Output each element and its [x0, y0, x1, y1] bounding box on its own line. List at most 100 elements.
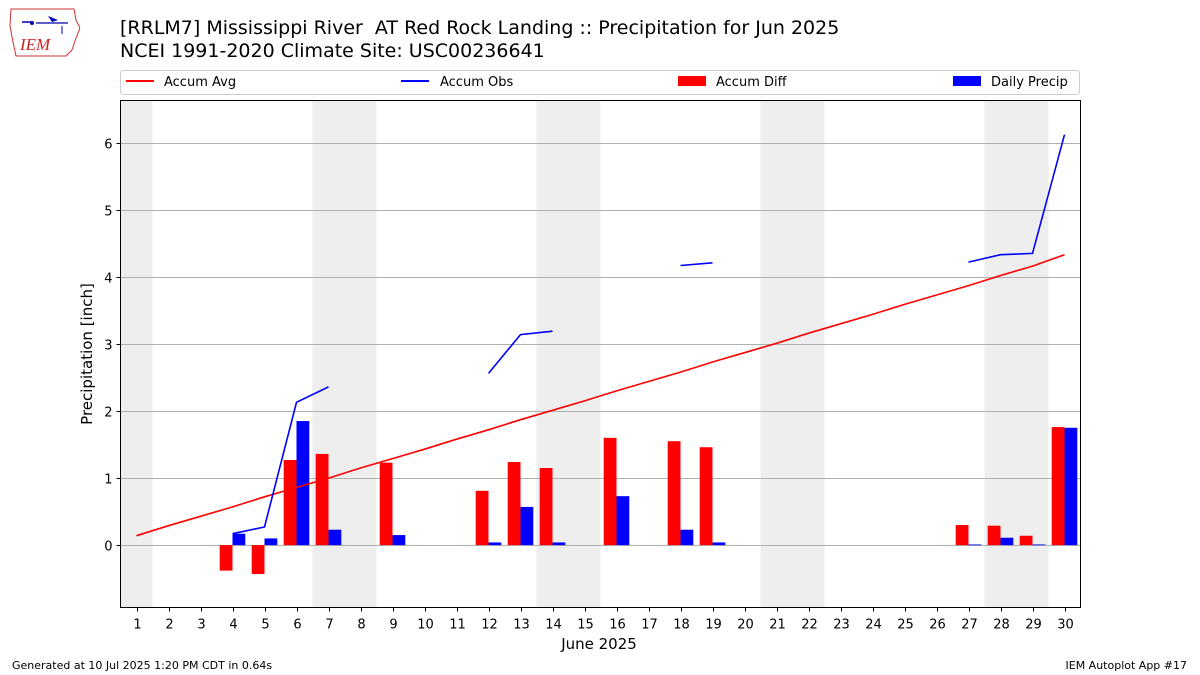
daily-bar — [1000, 537, 1014, 546]
x-tick-label: 21 — [769, 618, 786, 633]
x-tick-label: 23 — [833, 618, 850, 633]
legend-box — [120, 70, 1080, 95]
daily-bar — [1032, 544, 1046, 546]
lines — [136, 134, 1066, 537]
y-tick-label: 1 — [104, 473, 112, 488]
y-tick-label: 4 — [104, 272, 112, 287]
daily-bar — [968, 544, 982, 546]
y-tick-label: 0 — [104, 540, 112, 555]
weekend-band — [1016, 100, 1049, 608]
x-tick-label: 2 — [165, 618, 173, 633]
iowa-map-icon: IEM — [9, 8, 81, 57]
weekend-band — [984, 100, 1017, 608]
chart-subtitle: NCEI 1991-2020 Climate Site: USC00236641 — [120, 40, 545, 62]
x-tick-label: 19 — [705, 618, 722, 633]
x-tick-label: 6 — [293, 618, 301, 633]
diff-bar — [1019, 535, 1033, 546]
daily-bar — [680, 529, 694, 546]
daily-bar — [712, 542, 726, 546]
x-tick-label: 18 — [673, 618, 690, 633]
diff-bar — [315, 453, 329, 546]
grid-lines — [120, 143, 1081, 546]
diff-bar — [699, 447, 713, 546]
x-tick-label: 9 — [389, 618, 397, 633]
weekend-band — [120, 100, 153, 608]
diff-bar — [1051, 427, 1065, 546]
x-tick-label: 17 — [641, 618, 658, 633]
iem-logo: IEM — [8, 6, 81, 58]
daily-bar — [328, 529, 342, 546]
x-tick-label: 13 — [513, 618, 530, 633]
x-tick-label: 27 — [961, 618, 978, 633]
y-tick-label: 5 — [104, 205, 112, 220]
accum-obs-line — [487, 330, 553, 374]
accum-obs-line — [680, 262, 713, 267]
diff-bar — [987, 525, 1001, 546]
legend-avg-label: Accum Avg — [164, 75, 236, 90]
weekend-band — [568, 100, 601, 608]
legend-daily-swatch — [953, 76, 981, 86]
diff-bar — [955, 525, 969, 546]
x-tick-label: 29 — [1025, 618, 1042, 633]
x-tick-label: 11 — [449, 618, 466, 633]
x-tick-label: 12 — [481, 618, 498, 633]
x-tick-label: 15 — [577, 618, 594, 633]
weekend-band — [792, 100, 825, 608]
x-tick-label: 8 — [357, 618, 365, 633]
diff-bar — [539, 468, 553, 546]
x-tick-label: 5 — [261, 618, 269, 633]
x-tick-label: 26 — [929, 618, 946, 633]
x-tick-label: 30 — [1057, 618, 1074, 633]
accum-obs-line — [968, 134, 1066, 263]
x-tick-label: 7 — [325, 618, 333, 633]
daily-bar — [232, 533, 246, 546]
daily-bar — [616, 496, 630, 546]
x-tick-label: 14 — [545, 618, 562, 633]
x-tick-label: 25 — [897, 618, 914, 633]
x-tick-label: 24 — [865, 618, 882, 633]
daily-bar — [264, 538, 278, 546]
diff-bar — [475, 490, 489, 546]
x-tick-label: 22 — [801, 618, 818, 633]
bars — [219, 421, 1078, 574]
x-tick-label: 20 — [737, 618, 754, 633]
diff-bar — [603, 437, 617, 546]
x-tick-label: 10 — [417, 618, 434, 633]
x-tick-label: 4 — [229, 618, 237, 633]
daily-bar — [552, 542, 566, 546]
diff-bar — [219, 545, 233, 571]
footer-app: IEM Autoplot App #17 — [1065, 659, 1188, 672]
accum-avg-line — [136, 253, 1065, 537]
legend-diff-label: Accum Diff — [716, 75, 788, 90]
weekend-band — [344, 100, 377, 608]
y-axis: 0 1 2 3 4 5 6 — [104, 138, 121, 555]
x-axis-label: June 2025 — [560, 635, 637, 653]
diff-bar — [379, 462, 393, 546]
y-tick-label: 6 — [104, 138, 112, 153]
legend: Accum Avg Accum Obs Accum Diff Daily Pre… — [120, 70, 1080, 95]
chart-title: [RRLM7] Mississippi River AT Red Rock La… — [120, 17, 840, 39]
weekend-shading — [120, 100, 1049, 608]
diff-bar — [507, 461, 521, 546]
y-axis-label: Precipitation [inch] — [78, 283, 96, 425]
footer-generated: Generated at 10 Jul 2025 1:20 PM CDT in … — [12, 659, 273, 672]
logo-text: IEM — [19, 35, 51, 54]
x-tick-label: 28 — [993, 618, 1010, 633]
daily-bar — [520, 506, 534, 546]
legend-obs-label: Accum Obs — [440, 75, 513, 90]
daily-bar — [1064, 427, 1078, 546]
x-tick-label: 16 — [609, 618, 626, 633]
daily-bar — [392, 535, 406, 546]
daily-bar — [488, 542, 502, 546]
x-tick-label: 1 — [133, 618, 141, 633]
x-tick-label: 3 — [197, 618, 205, 633]
x-axis: 1 2 3 4 5 6 7 8 9 10 11 12 13 14 15 16 17 18 19 20 21 22 23 24 2… — [133, 607, 1074, 633]
weekend-band — [760, 100, 793, 608]
accum-obs-line — [232, 386, 329, 535]
diff-bar — [283, 459, 297, 546]
legend-diff-swatch — [678, 76, 706, 86]
daily-bar — [296, 421, 310, 546]
legend-daily-label: Daily Precip — [991, 75, 1068, 90]
y-tick-label: 3 — [104, 339, 112, 354]
